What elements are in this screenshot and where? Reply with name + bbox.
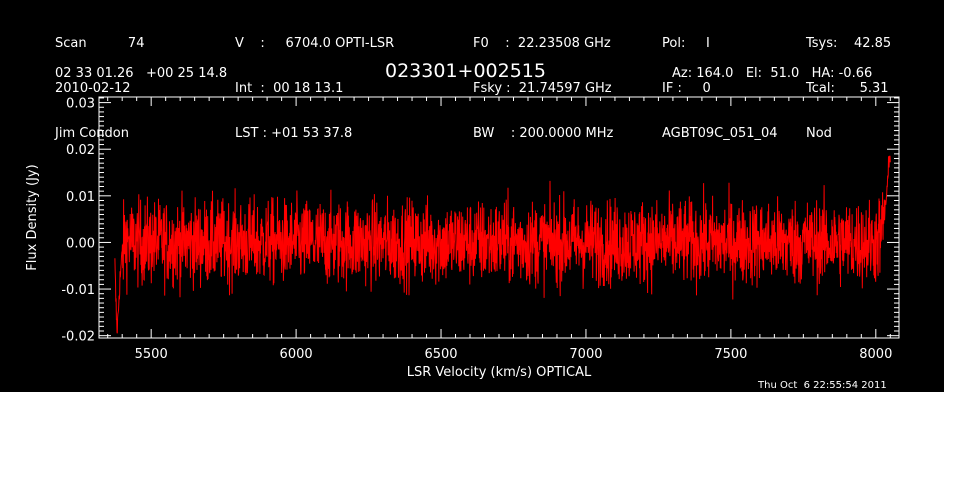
tsys-value: Tsys: 42.85 [806,36,892,51]
y-tick-label: -0.02 [61,330,95,345]
header-col-polarization: Pol: I IF : 0 AGBT09C_051_04 [662,6,778,171]
spectrum-chart: 5500 6000 6500 7000 7500 8000 -0.02 -0.01 0.00 0.… [25,96,900,380]
y-tick-label: -0.01 [61,283,95,298]
header-col-frequency: F0 : 22.23508 GHz Fsky : 21.74597 GHz BW… [473,6,613,171]
axis-ticks: 5500 6000 6500 7000 7500 8000 -0.02 -0.01 0.00 0.… [61,97,899,362]
y-tick-label: 0.00 [66,236,95,251]
x-tick-label: 7000 [569,347,602,362]
az-el-ha: Az: 164.0 El: 51.0 HA: -0.66 [672,66,873,81]
procedure-name: Nod [806,126,832,141]
if-number: IF : 0 [662,81,711,96]
tcal-value: Tcal: 5.31 [806,81,889,96]
spectrum-trace [114,155,891,334]
source-coordinates: 02 33 01.26 +00 25 14.8 [55,66,228,81]
project-id: AGBT09C_051_04 [662,126,778,141]
x-tick-label: 5500 [135,347,168,362]
sky-frequency: Fsky : 21.74597 GHz [473,81,612,96]
x-tick-label: 7500 [714,347,747,362]
x-tick-label: 6500 [424,347,457,362]
header-col-velocity: V : 6704.0 OPTI-LSR Int : 00 18 13.1 LST… [235,6,394,171]
velocity-value: V : 6704.0 OPTI-LSR [235,36,395,51]
integration-time: Int : 00 18 13.1 [235,81,344,96]
x-axis-label: LSR Velocity (km/s) OPTICAL [407,365,592,380]
header-col-tsys: Tsys: 42.85 Tcal: 5.31 Nod [806,6,891,171]
y-tick-label: 0.03 [66,97,95,112]
y-tick-label: 0.02 [66,143,95,158]
header-col-scan: Scan 74 2010-02-12 Jim Condon [55,6,144,171]
lst-value: LST : +01 53 37.8 [235,126,353,141]
observer-name: Jim Condon [55,126,129,141]
x-tick-label: 6000 [280,347,313,362]
y-axis-label: Flux Density (Jy) [25,164,40,270]
x-tick-label: 8000 [859,347,892,362]
y-tick-label: 0.01 [66,190,95,205]
spectrum-line [114,155,891,334]
polarization: Pol: I [662,36,710,51]
rest-frequency: F0 : 22.23508 GHz [473,36,611,51]
bandwidth: BW : 200.0000 MHz [473,126,614,141]
plot-panel: Scan 74 2010-02-12 Jim Condon V : 6704.0… [0,0,944,392]
plot-timestamp: Thu Oct 6 22:55:54 2011 [758,380,887,391]
source-name: 023301+002515 [385,60,546,82]
scan-number: Scan 74 [55,36,145,51]
observation-date: 2010-02-12 [55,81,131,96]
